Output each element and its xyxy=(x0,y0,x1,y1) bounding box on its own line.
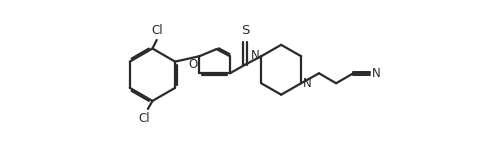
Text: N: N xyxy=(372,67,381,80)
Text: Cl: Cl xyxy=(151,24,163,36)
Text: O: O xyxy=(189,58,198,71)
Text: N: N xyxy=(251,49,260,62)
Text: N: N xyxy=(302,77,311,90)
Text: S: S xyxy=(241,24,249,37)
Text: Cl: Cl xyxy=(139,112,150,125)
